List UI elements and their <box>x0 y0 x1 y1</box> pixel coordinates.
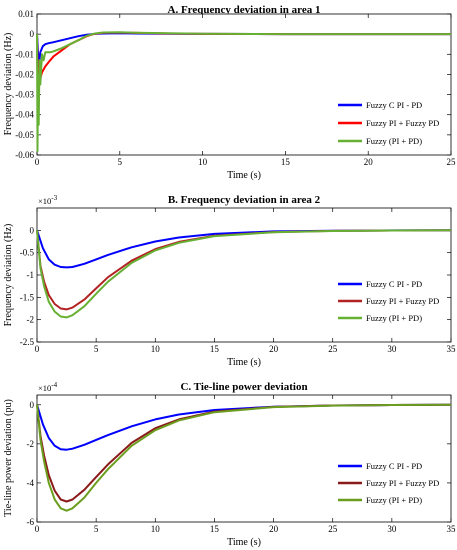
x-tick-label: 20 <box>269 344 279 354</box>
y-tick-label: -0.5 <box>20 248 35 258</box>
x-axis-label: Time (s) <box>227 537 261 548</box>
x-tick-label: 0 <box>35 157 40 167</box>
chart-title: B. Frequency deviation in area 2 <box>168 194 321 206</box>
y-axis-label: Tie-line power deviation (pu) <box>3 399 14 517</box>
y-tick-label: -6 <box>27 517 35 527</box>
x-tick-label: 20 <box>364 157 374 167</box>
series-group <box>36 403 452 512</box>
legend-label-3: Fuzzy (PI + PD) <box>366 495 422 505</box>
x-tick-label: 35 <box>447 524 457 534</box>
x-tick-label: 5 <box>94 524 99 534</box>
series-line-3 <box>36 31 451 152</box>
x-tick-label: 10 <box>198 157 208 167</box>
x-axis-label: Time (s) <box>227 170 261 181</box>
y-tick-label: -0.02 <box>15 69 34 79</box>
legend-label-1: Fuzzy C PI - PD <box>366 461 422 471</box>
y-tick-label: -0.05 <box>15 130 34 140</box>
y-tick-label: -0.06 <box>15 150 34 160</box>
y-tick-label: 0 <box>30 400 35 410</box>
legend-label-1: Fuzzy C PI - PD <box>366 279 422 289</box>
y-axis-label: Frequency deviation (Hz) <box>3 33 14 136</box>
y-tick-label: -4 <box>27 478 35 488</box>
y-tick-label: -0.04 <box>15 110 34 120</box>
legend: Fuzzy C PI - PD Fuzzy PI + Fuzzy PD Fuzz… <box>338 461 439 505</box>
x-tick-label: 15 <box>210 524 220 534</box>
legend: Fuzzy C PI - PD Fuzzy PI + Fuzzy PD Fuzz… <box>338 279 439 323</box>
y-tick-label: 0 <box>30 225 35 235</box>
chart-title: A. Frequency deviation in area 1 <box>168 4 321 16</box>
y-tick-label: -2 <box>27 439 35 449</box>
legend-label-2: Fuzzy PI + Fuzzy PD <box>366 478 439 488</box>
y-tick-label: 0.01 <box>18 9 34 19</box>
chart-title: C. Tie-line power deviation <box>180 381 307 393</box>
y-tick-label: -0.03 <box>15 90 34 100</box>
legend-label-3: Fuzzy (PI + PD) <box>366 136 422 146</box>
x-tick-label: 15 <box>281 157 291 167</box>
x-tick-label: 0 <box>35 344 40 354</box>
y-axis-exponent: ×10-3 <box>38 194 58 206</box>
x-tick-label: 5 <box>94 344 99 354</box>
legend-label-1: Fuzzy C PI - PD <box>366 100 422 110</box>
series-group <box>36 229 452 319</box>
plot-area <box>36 394 452 523</box>
legend-label-3: Fuzzy (PI + PD) <box>366 313 422 323</box>
y-axis-exponent: ×10-4 <box>38 381 58 393</box>
x-tick-label: 25 <box>447 157 457 167</box>
tick-group: 0 5 10 15 20 25 30 35 0 -2 -4 -6 <box>27 395 457 534</box>
x-tick-label: 15 <box>210 344 220 354</box>
x-tick-label: 10 <box>151 524 161 534</box>
x-tick-label: 30 <box>387 344 397 354</box>
x-tick-label: 25 <box>328 344 338 354</box>
panel-a: A. Frequency deviation in area 1 0 5 10 15 2… <box>3 4 456 181</box>
plot-area <box>36 13 452 156</box>
x-tick-label: 0 <box>35 524 40 534</box>
x-tick-label: 10 <box>151 344 161 354</box>
series-group <box>36 31 451 152</box>
x-tick-label: 5 <box>118 157 123 167</box>
legend-label-2: Fuzzy PI + Fuzzy PD <box>366 296 439 306</box>
panel-c: C. Tie-line power deviation ×10-4 0 5 10 15… <box>3 381 456 548</box>
y-axis-label: Frequency deviation (Hz) <box>3 224 14 327</box>
x-tick-label: 25 <box>328 524 338 534</box>
panel-b: B. Frequency deviation in area 2 ×10-3 0… <box>3 194 456 368</box>
y-tick-label: -1 <box>27 270 35 280</box>
series-line-3 <box>36 403 452 512</box>
y-tick-label: -1.5 <box>20 292 35 302</box>
series-line-3 <box>36 229 452 319</box>
y-tick-label: -0.01 <box>15 49 34 59</box>
tick-group: 0 5 10 15 20 25 30 35 0 -0.5 -1 -1.5 -2 -2.5 <box>20 208 456 354</box>
legend: Fuzzy C PI - PD Fuzzy PI + Fuzzy PD Fuzz… <box>338 100 439 146</box>
x-tick-label: 20 <box>269 524 279 534</box>
legend-label-2: Fuzzy PI + Fuzzy PD <box>366 118 439 128</box>
y-tick-label: -2 <box>27 315 35 325</box>
x-tick-label: 30 <box>387 524 397 534</box>
x-axis-label: Time (s) <box>227 357 261 368</box>
y-tick-label: 0 <box>30 29 35 39</box>
x-tick-label: 35 <box>447 344 457 354</box>
y-tick-label: -2.5 <box>20 337 35 347</box>
